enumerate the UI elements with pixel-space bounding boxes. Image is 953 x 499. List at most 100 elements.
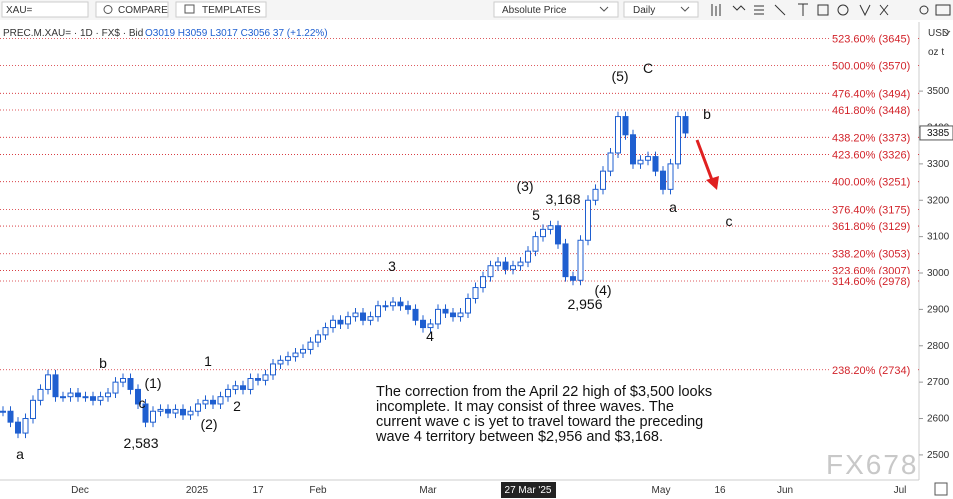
candle bbox=[472, 287, 479, 299]
instrument: PREC.M.XAU= · 1D · FX$ · Bid bbox=[3, 28, 143, 39]
wave-label: 1 bbox=[204, 353, 212, 369]
x-tick-label: 17 bbox=[252, 485, 264, 496]
templates-button[interactable] bbox=[175, 1, 267, 18]
x-tick-label: Dec bbox=[71, 485, 89, 496]
last-price: 3385 bbox=[927, 128, 950, 139]
fib-label: 476.40% (3494) bbox=[832, 88, 910, 100]
dropdown-arrow bbox=[680, 6, 690, 12]
x-tick-label: 2025 bbox=[186, 485, 209, 496]
y-tick-label: 3000 bbox=[927, 268, 950, 279]
scale-mode: Absolute Price bbox=[502, 5, 567, 16]
fib-label: 314.60% (2978) bbox=[832, 276, 910, 288]
candle bbox=[232, 385, 239, 390]
symbol-input[interactable] bbox=[1, 1, 89, 18]
compare-button[interactable] bbox=[95, 1, 169, 18]
candle bbox=[225, 388, 231, 398]
fib-label-bg bbox=[829, 103, 917, 118]
candle bbox=[292, 352, 299, 358]
candle bbox=[562, 243, 569, 278]
wave-label: 3 bbox=[388, 258, 396, 274]
candle bbox=[127, 378, 134, 390]
candle bbox=[547, 225, 554, 230]
note-line: current wave c is yet to travel toward t… bbox=[376, 414, 703, 430]
fib-label: 376.40% (3175) bbox=[832, 204, 910, 216]
dropdown-arrow bbox=[599, 6, 609, 12]
fib-label-bg bbox=[829, 174, 917, 189]
candle bbox=[112, 381, 119, 394]
fib-label-bg bbox=[829, 263, 917, 278]
candle bbox=[585, 199, 591, 241]
candle bbox=[217, 396, 224, 405]
wave-label: 5 bbox=[532, 207, 540, 223]
candle bbox=[307, 341, 314, 350]
currency-arrow bbox=[943, 30, 951, 35]
candle bbox=[22, 418, 29, 434]
candle bbox=[390, 301, 396, 307]
candle bbox=[540, 228, 546, 238]
fib-label: 338.20% (3053) bbox=[832, 249, 910, 261]
candle bbox=[615, 116, 621, 154]
fib-label-bg bbox=[829, 202, 917, 217]
fib-label: 400.00% (3251) bbox=[832, 177, 910, 189]
fib-label-bg bbox=[829, 86, 917, 101]
candle bbox=[187, 410, 194, 416]
wave-label: (3) bbox=[516, 178, 533, 194]
candle bbox=[15, 421, 21, 434]
fib-label: 361.80% (3129) bbox=[832, 221, 910, 233]
crosshair-date-bg bbox=[501, 482, 556, 498]
candle bbox=[270, 363, 276, 376]
compare-label: COMPARE bbox=[118, 5, 168, 16]
candle bbox=[412, 308, 419, 321]
candle bbox=[120, 378, 126, 383]
candle bbox=[337, 319, 344, 325]
y-tick-label: 2700 bbox=[927, 377, 950, 388]
candle bbox=[105, 392, 111, 398]
x-tick-label: Feb bbox=[309, 485, 327, 496]
fib-label-bg bbox=[829, 274, 917, 289]
candle bbox=[435, 308, 441, 325]
fib-label-bg bbox=[829, 246, 917, 261]
candle bbox=[352, 312, 359, 318]
settings-button[interactable] bbox=[934, 482, 948, 496]
tool-icons[interactable] bbox=[711, 3, 951, 17]
candle bbox=[165, 408, 171, 414]
candle bbox=[525, 250, 531, 263]
interval-dropdown[interactable] bbox=[623, 1, 699, 18]
scale-dropdown[interactable] bbox=[493, 1, 619, 18]
candle bbox=[202, 399, 209, 405]
wave-label: 2 bbox=[233, 398, 241, 414]
candle bbox=[30, 399, 36, 420]
ohlc: O3019 H3059 L3017 C3056 37 (+1.22%) bbox=[145, 28, 328, 39]
candle bbox=[450, 312, 456, 318]
candle bbox=[502, 261, 509, 270]
templates-icon bbox=[184, 4, 195, 14]
fib-label-bg bbox=[829, 362, 917, 377]
fib-label-bg bbox=[829, 130, 917, 145]
compare-icon bbox=[103, 5, 113, 14]
candle bbox=[555, 225, 561, 245]
candle bbox=[240, 385, 246, 390]
candle bbox=[150, 410, 156, 423]
candle bbox=[532, 236, 539, 252]
candle bbox=[210, 399, 216, 405]
x-tick-label: Jun bbox=[777, 485, 793, 496]
fib-label: 423.60% (3326) bbox=[832, 149, 910, 161]
fib-label: 438.20% (3373) bbox=[832, 132, 910, 144]
wave-label: c bbox=[139, 395, 146, 411]
candle bbox=[465, 297, 471, 314]
note-line: incomplete. It may consist of three wave… bbox=[376, 399, 674, 415]
candle bbox=[300, 348, 306, 354]
candle bbox=[630, 134, 636, 165]
candle bbox=[577, 239, 584, 281]
candle bbox=[607, 152, 614, 172]
candle bbox=[262, 374, 269, 381]
y-tick-label: 2600 bbox=[927, 414, 950, 425]
wave-label: a bbox=[16, 446, 24, 462]
wave-label: 2,583 bbox=[123, 435, 158, 451]
candle bbox=[637, 159, 644, 165]
x-tick-label: 16 bbox=[714, 485, 726, 496]
candle bbox=[397, 301, 404, 307]
y-tick-label: 3200 bbox=[927, 195, 950, 206]
